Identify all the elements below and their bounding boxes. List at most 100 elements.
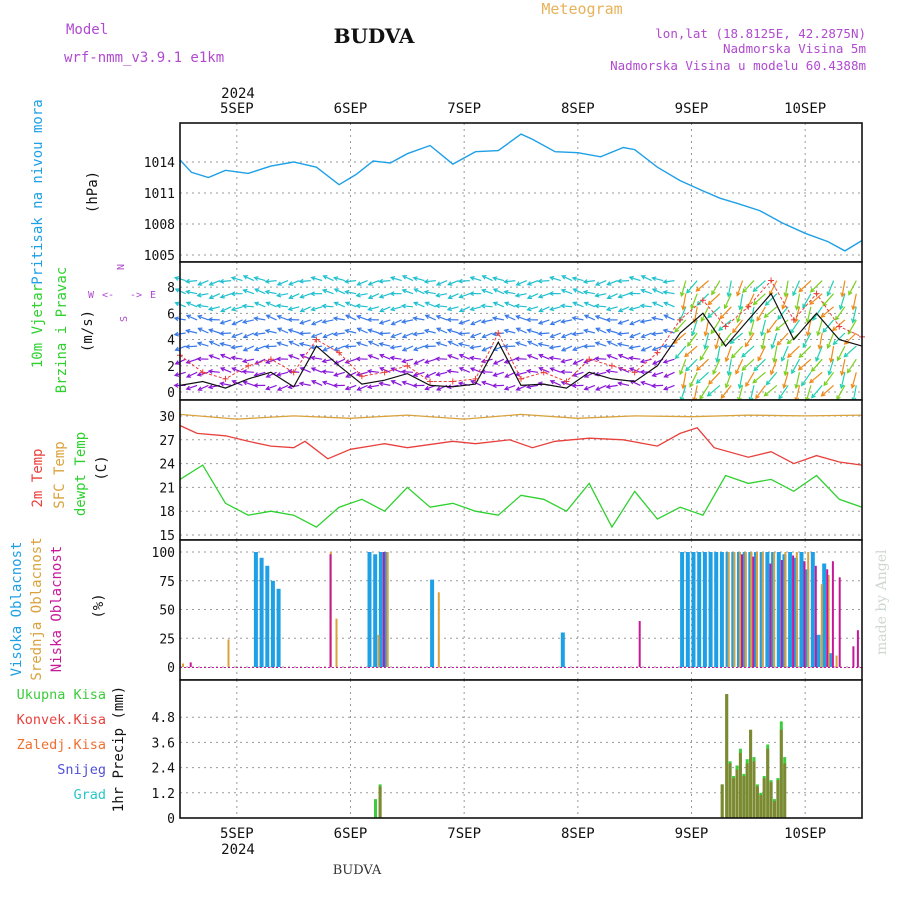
ylabel-cloud-mid: Srednja Oblacnost xyxy=(29,537,45,680)
y-tick-label: 25 xyxy=(159,632,175,647)
wind-arrowhead xyxy=(321,319,327,324)
gust-marker xyxy=(722,323,729,330)
wind-arrow xyxy=(690,293,698,309)
wind-arrow xyxy=(470,306,482,311)
gust-marker xyxy=(677,316,684,323)
temp-line-dew xyxy=(179,464,863,529)
wind-arrow xyxy=(391,380,402,386)
wind-arrowhead xyxy=(571,331,577,337)
wind-arrow xyxy=(231,345,243,349)
wind-arrowhead xyxy=(843,352,849,358)
wind-arrow xyxy=(436,327,448,334)
wind-arrowhead xyxy=(389,276,396,281)
cloud-bar-cloud_low xyxy=(638,621,641,667)
wind-arrowhead xyxy=(606,294,612,300)
wind-arrowhead xyxy=(797,365,803,371)
wind-arrow xyxy=(368,306,380,311)
wind-arrowhead xyxy=(686,288,691,294)
wind-arrow xyxy=(583,280,595,283)
gust-marker xyxy=(790,316,797,323)
wind-arrow xyxy=(368,329,380,334)
wind-arrow xyxy=(699,385,710,400)
wind-arrowhead xyxy=(298,381,304,387)
wind-arrowhead xyxy=(820,313,826,318)
wind-arrow xyxy=(539,354,550,360)
wind-arrowhead xyxy=(826,291,832,297)
wind-arrow xyxy=(220,367,232,373)
wind-arrowhead xyxy=(208,354,214,359)
wind-arrowhead xyxy=(424,314,430,319)
wind-arrowhead xyxy=(344,314,351,319)
wind-arrowhead xyxy=(401,288,407,294)
wind-arrow xyxy=(231,356,243,360)
cloud-bar-cloud_low xyxy=(838,577,841,667)
wind-arrowhead xyxy=(617,307,624,313)
wind-arrowhead xyxy=(560,333,567,339)
wind-arrow xyxy=(761,332,766,349)
wind-arrow xyxy=(186,280,198,283)
wind-arrow xyxy=(482,275,493,282)
gust-marker xyxy=(427,378,434,385)
wind-arrowhead xyxy=(242,346,248,352)
wind-arrowhead xyxy=(606,340,612,346)
wind-arrow xyxy=(777,306,789,320)
wind-arrow xyxy=(802,293,812,308)
wind-arrow xyxy=(356,315,368,321)
wind-arrow xyxy=(652,384,664,387)
wind-arrow xyxy=(379,280,391,283)
date-label-top: 9SEP xyxy=(675,101,709,117)
precip-legend-item: Snijeg xyxy=(57,762,106,778)
wind-arrow xyxy=(345,329,357,334)
wind-arrow xyxy=(367,384,380,388)
temp-line-sfc xyxy=(179,413,863,420)
wind-arrow xyxy=(652,288,664,295)
wind-arrow xyxy=(798,358,812,371)
y-tick-label: 1005 xyxy=(144,249,175,264)
wind-arrow xyxy=(527,370,539,373)
wind-arrowhead xyxy=(378,342,384,347)
wind-arrowhead xyxy=(559,369,566,375)
wind-arrowhead xyxy=(174,288,180,293)
wind-arrow xyxy=(197,342,209,347)
wind-arrowhead xyxy=(469,306,475,312)
wind-arrowhead xyxy=(791,369,796,375)
wind-arrowhead xyxy=(390,380,396,385)
wind-arrowhead xyxy=(389,291,395,297)
wind-arrow xyxy=(220,293,232,298)
wind-arrow xyxy=(836,385,846,400)
wind-arrowhead xyxy=(412,346,419,352)
wind-arrow xyxy=(689,372,698,387)
wind-arrow xyxy=(769,280,778,296)
y-tick-label: 1.2 xyxy=(152,787,175,802)
wind-arrow xyxy=(186,290,198,295)
wind-arrowhead xyxy=(526,294,533,300)
wind-arrowhead xyxy=(185,314,192,319)
wind-arrowhead xyxy=(651,276,657,282)
wind-arrow xyxy=(334,345,346,351)
wind-arrow xyxy=(680,280,687,297)
y-tick-label: 3.6 xyxy=(152,736,175,751)
wind-arrow xyxy=(186,371,198,378)
wind-arrow xyxy=(380,306,391,312)
wind-arrowhead xyxy=(711,290,716,296)
wind-arrowhead xyxy=(526,328,532,334)
wind-arrowhead xyxy=(242,288,248,294)
wind-arrowhead xyxy=(491,383,497,389)
wind-arrowhead xyxy=(356,386,362,391)
wind-arrow xyxy=(492,317,505,321)
wind-arrow xyxy=(254,302,266,308)
wind-arrowhead xyxy=(616,278,622,284)
meteogram-label: Meteogram xyxy=(541,0,622,18)
wind-arrow xyxy=(720,385,732,399)
wind-arrowhead xyxy=(344,328,350,334)
wind-arrow xyxy=(687,332,698,347)
wind-arrow xyxy=(481,371,493,373)
wind-arrowhead xyxy=(770,344,776,350)
wind-arrow xyxy=(801,371,812,386)
wind-arrowhead xyxy=(434,303,441,309)
cloud-bar-cloud_high xyxy=(265,565,270,667)
cloud-bar-cloud_high xyxy=(776,552,781,667)
wind-arrowhead xyxy=(356,314,362,320)
wind-arrowhead xyxy=(310,380,317,385)
wind-arrowhead xyxy=(321,303,327,309)
